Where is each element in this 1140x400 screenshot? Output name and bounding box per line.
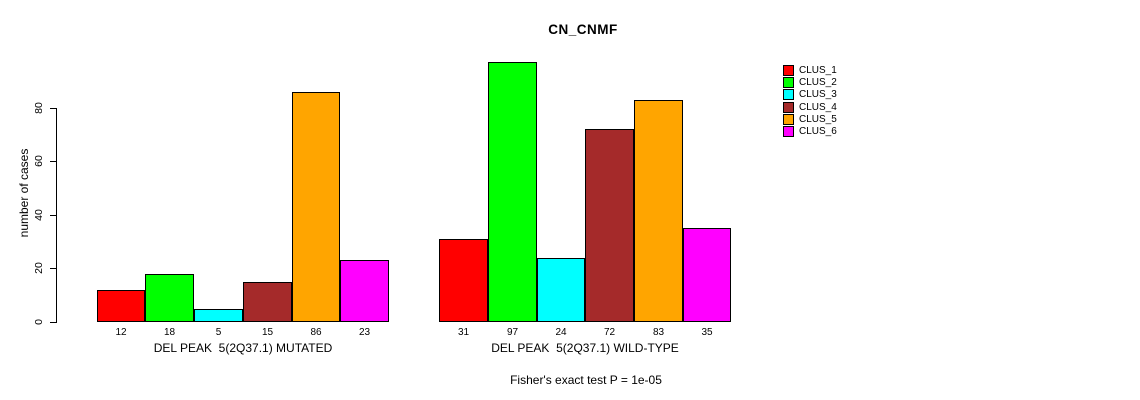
bar-wildtype-clus_5: [634, 100, 683, 322]
legend-swatch-icon: [783, 113, 794, 125]
bar-mutated-clus_2: [145, 274, 194, 322]
chart-title: CN_CNMF: [548, 22, 618, 37]
bar-mutated-clus_1: [97, 290, 145, 322]
bar-value-label: 24: [555, 327, 567, 338]
legend-item-label: CLUS_1: [799, 64, 837, 76]
legend-item: CLUS_4: [783, 101, 837, 113]
bar-value-label: 31: [457, 327, 470, 338]
x-group-label-wildtype: DEL PEAK 5(2Q37.1) WILD-TYPE: [491, 341, 679, 355]
bar-wildtype-clus_4: [585, 129, 634, 322]
bar-wildtype-clus_2: [488, 62, 537, 322]
bar-value-label: 15: [261, 327, 274, 338]
bar-value-label: 86: [310, 327, 322, 338]
y-tick-label: 0: [33, 319, 45, 325]
legend-swatch-icon: [783, 101, 794, 113]
bar-value-label: 35: [701, 327, 713, 338]
bar-mutated-clus_6: [340, 260, 389, 322]
y-tick-label: 60: [33, 155, 45, 167]
legend-item-label: CLUS_2: [799, 76, 837, 88]
legend-item: CLUS_2: [783, 76, 837, 88]
y-tick-label: 20: [33, 262, 45, 274]
bar-value-label: 12: [115, 327, 127, 338]
fisher-test-annotation: Fisher's exact test P = 1e-05: [510, 373, 662, 387]
y-tick-label: 80: [33, 102, 45, 114]
legend-item-label: CLUS_5: [799, 113, 837, 125]
y-tick: [50, 215, 57, 216]
legend-swatch-icon: [783, 76, 794, 88]
bar-value-label: 72: [603, 327, 616, 338]
legend-item: CLUS_3: [783, 89, 837, 101]
legend-item: CLUS_1: [783, 64, 837, 76]
bar-mutated-clus_4: [243, 282, 292, 322]
bar-mutated-clus_3: [194, 309, 243, 322]
bar-value-label: 23: [358, 327, 371, 338]
legend-swatch-icon: [783, 89, 794, 101]
bar-wildtype-clus_1: [439, 239, 488, 322]
legend-item-label: CLUS_4: [799, 101, 837, 113]
y-tick: [50, 322, 57, 323]
legend-item-label: CLUS_3: [799, 89, 837, 101]
legend-swatch-icon: [783, 126, 794, 138]
bar-value-label: 5: [215, 327, 222, 338]
y-tick-label: 40: [33, 209, 45, 221]
bar-value-label: 18: [163, 327, 176, 338]
bar-wildtype-clus_6: [683, 228, 731, 322]
legend-item: CLUS_6: [783, 125, 837, 138]
legend-swatch-icon: [783, 64, 794, 76]
bar-mutated-clus_5: [292, 92, 340, 322]
legend: CLUS_1 CLUS_2 CLUS_3 CLUS_4 CLUS_5 CLUS_6: [783, 64, 837, 138]
legend-item: CLUS_5: [783, 113, 837, 125]
bar-wildtype-clus_3: [537, 258, 585, 322]
y-tick: [50, 161, 57, 162]
y-tick: [50, 268, 57, 269]
bar-value-label: 83: [652, 327, 665, 338]
y-axis-label: number of cases: [17, 148, 31, 238]
legend-item-label: CLUS_6: [799, 126, 837, 138]
x-group-label-mutated: DEL PEAK 5(2Q37.1) MUTATED: [153, 341, 333, 355]
y-tick: [50, 108, 57, 109]
bar-value-label: 97: [506, 327, 519, 338]
